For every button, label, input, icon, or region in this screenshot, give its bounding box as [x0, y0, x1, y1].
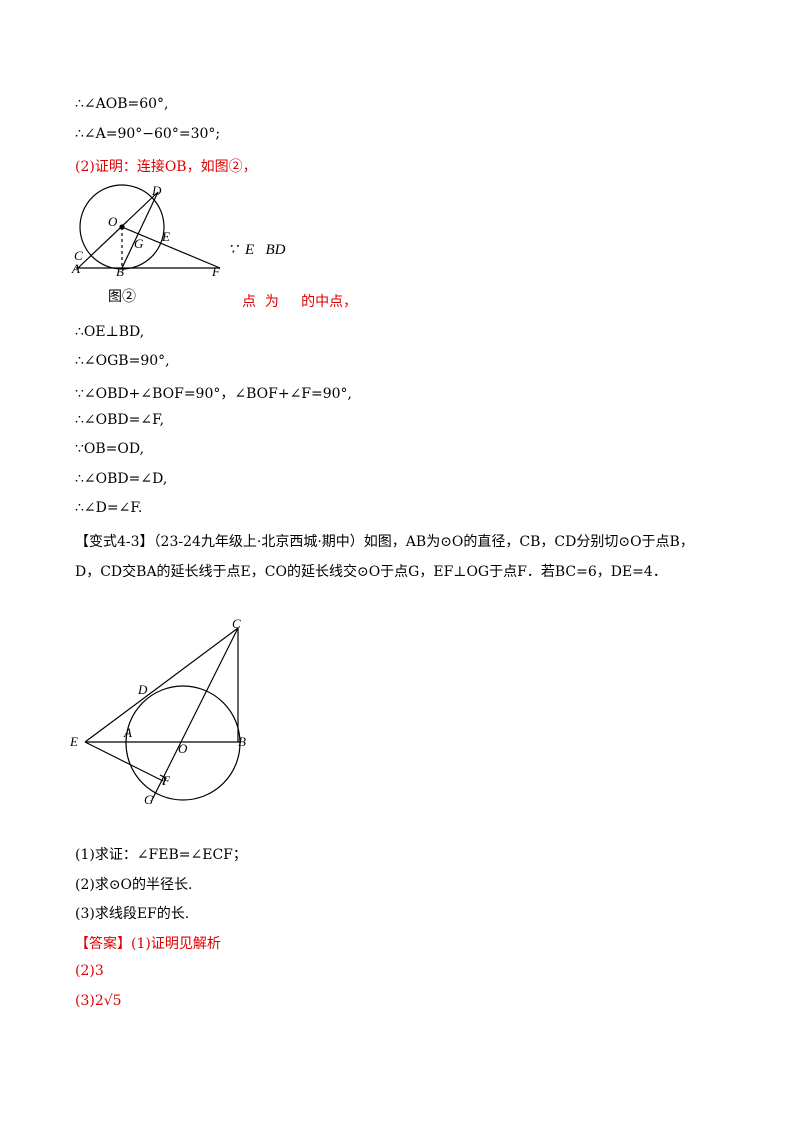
text-line: ∵OB=OD,: [75, 441, 145, 458]
point-label: F: [162, 773, 170, 788]
figure-1: [76, 184, 221, 270]
point-label: C: [232, 616, 241, 631]
answer-line: (3)2√5: [75, 993, 122, 1009]
point-label: G: [144, 792, 154, 807]
answer-line: (2)3: [75, 963, 104, 979]
point-label: D: [152, 183, 162, 198]
text-line: (3)求线段EF的长.: [75, 906, 190, 922]
text-line: ∴∠OBD=∠F,: [75, 411, 165, 428]
tag: 【变式4-3】: [75, 534, 154, 550]
point-label: F: [212, 264, 220, 279]
point-label: O: [108, 214, 118, 229]
point-label: D: [138, 682, 148, 697]
point-label: A: [124, 725, 132, 740]
text-line: (1)求证：∠FEB=∠ECF；: [75, 847, 247, 863]
text-line: ∴∠OBD=∠D,: [75, 470, 168, 487]
point-label: B: [116, 264, 124, 279]
point-label: B: [238, 734, 246, 749]
text-line: ∴∠A=90°−60°=30°;: [75, 126, 221, 142]
point-label: G: [134, 236, 144, 251]
answer: (1)证明见解析: [131, 936, 221, 952]
text-line: (2)求⊙O的半径长.: [75, 876, 193, 893]
tag: 【答案】: [75, 936, 131, 952]
point-label: E: [70, 734, 78, 749]
point-label: A: [72, 261, 80, 276]
point-label: O: [178, 741, 188, 756]
text: （23-24九年级上·北京西城·期中）如图，AB为⊙O的直径，CB，CD分别切⊙…: [153, 534, 694, 550]
figure-2: [84, 627, 241, 801]
text-line: ∴OE⊥BD,: [75, 324, 145, 340]
problem-line: 【变式4-3】（23-24九年级上·北京西城·期中）如图，AB为⊙O的直径，CB…: [75, 531, 694, 551]
answer-line: 【答案】(1)证明见解析: [75, 933, 221, 953]
point-label: E: [162, 229, 170, 244]
text-line: (2)证明：连接OB，如图②，: [75, 159, 257, 175]
text-line: ∵∠OBD+∠BOF=90°，∠BOF+∠F=90°,: [75, 385, 353, 402]
side-note: 点 为 的中点，: [242, 294, 358, 310]
text-line: ∴∠AOB=60°,: [75, 96, 169, 112]
point-label: C: [74, 248, 83, 263]
problem-line: D，CD交BA的延长线于点E，CO的延长线交⊙O于点G，EF⊥OG于点F．若BC…: [75, 564, 667, 580]
caption: 图②: [108, 289, 136, 305]
text-line: ∴∠OGB=90°,: [75, 353, 170, 370]
side-note: ∵ E BD: [228, 242, 286, 258]
text-line: ∴∠D=∠F.: [75, 499, 143, 516]
